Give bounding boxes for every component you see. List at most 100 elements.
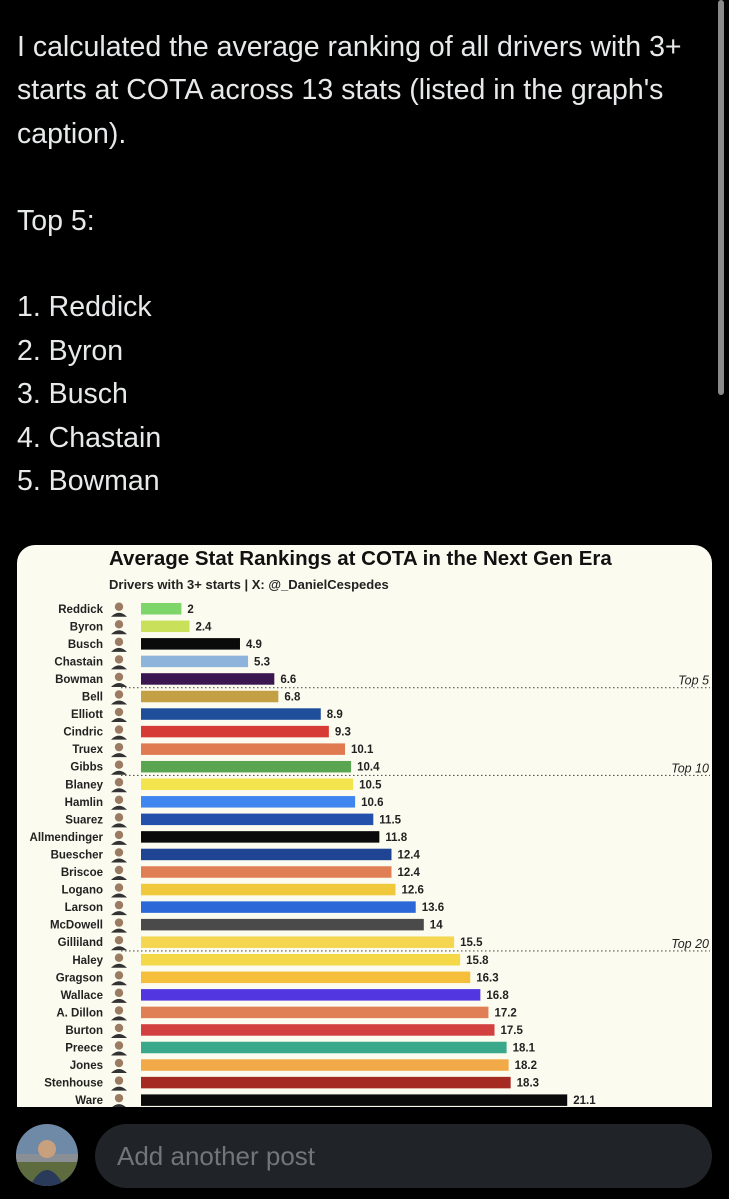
driver-portrait-icon xyxy=(111,813,127,828)
bar xyxy=(141,848,392,861)
driver-portrait-icon xyxy=(111,1023,127,1038)
top5-heading: Top 5: xyxy=(17,204,95,237)
driver-portrait-icon xyxy=(111,830,127,845)
driver-label: Logano xyxy=(61,885,103,897)
driver-portrait-icon xyxy=(111,988,127,1003)
bar xyxy=(141,971,471,984)
top5-item-2: 2. Byron xyxy=(17,334,124,367)
threshold-label: Top 5 xyxy=(678,674,709,688)
driver-label: Burton xyxy=(65,1025,103,1037)
driver-portrait-icon xyxy=(111,936,127,951)
value-label: 12.4 xyxy=(397,867,420,879)
chart-title: Average Stat Rankings at COTA in the Nex… xyxy=(109,547,612,570)
bar-chart: Reddick 2 Byron 2.4 Busch 4.9 Chastain 5.3 Bowma… xyxy=(30,602,710,1109)
driver-portrait-icon xyxy=(111,672,127,687)
value-label: 21.1 xyxy=(573,1095,596,1107)
driver-label: Hamlin xyxy=(65,797,103,809)
driver-portrait-icon xyxy=(111,1006,127,1021)
value-label: 6.8 xyxy=(284,692,301,704)
scrollbar[interactable] xyxy=(718,0,724,395)
driver-portrait-icon xyxy=(111,918,127,933)
driver-label: Cindric xyxy=(63,727,103,739)
bar xyxy=(141,1024,495,1036)
bar xyxy=(141,796,356,808)
bar xyxy=(141,901,416,913)
top5-item-1: 1. Reddick xyxy=(17,291,152,324)
driver-label: Bowman xyxy=(55,674,103,686)
driver-label: Truex xyxy=(72,744,103,756)
threshold-label: Top 10 xyxy=(671,761,709,775)
value-label: 11.8 xyxy=(385,832,407,844)
driver-label: McDowell xyxy=(50,920,103,932)
driver-label: Allmendinger xyxy=(30,832,104,844)
value-label: 2 xyxy=(187,604,193,616)
value-label: 8.9 xyxy=(327,709,343,721)
reply-input[interactable] xyxy=(95,1124,712,1188)
bar xyxy=(141,673,275,685)
bar xyxy=(141,831,380,843)
bar xyxy=(141,690,279,703)
bar xyxy=(141,1041,507,1054)
avatar[interactable] xyxy=(16,1124,78,1186)
driver-label: Briscoe xyxy=(61,867,103,879)
bar xyxy=(141,620,190,633)
driver-label: Gilliland xyxy=(58,937,103,949)
driver-portrait-icon xyxy=(111,1076,127,1091)
bar xyxy=(141,866,392,878)
value-label: 15.5 xyxy=(460,937,483,949)
value-label: 10.6 xyxy=(361,797,383,809)
bar xyxy=(141,708,321,720)
driver-portrait-icon xyxy=(111,602,127,617)
value-label: 10.4 xyxy=(357,762,380,774)
value-label: 14 xyxy=(430,920,443,932)
value-label: 12.4 xyxy=(397,849,420,861)
driver-label: Blaney xyxy=(65,779,103,791)
value-label: 9.3 xyxy=(335,727,351,739)
driver-portrait-icon xyxy=(111,865,127,880)
bar xyxy=(141,778,354,790)
bar xyxy=(141,989,481,1001)
driver-label: Stenhouse xyxy=(44,1078,103,1090)
value-label: 6.6 xyxy=(280,674,296,686)
bar xyxy=(141,725,329,738)
threshold-label: Top 20 xyxy=(671,937,709,951)
chart-subtitle: Drivers with 3+ starts | X: @_DanielCesp… xyxy=(109,577,389,592)
value-label: 2.4 xyxy=(195,621,212,633)
driver-label: Gragson xyxy=(56,972,103,984)
post-text: I calculated the average ranking of all … xyxy=(17,26,717,503)
driver-portrait-icon xyxy=(111,742,127,758)
bar xyxy=(141,743,346,755)
driver-portrait-icon xyxy=(111,795,127,810)
bar xyxy=(141,918,424,931)
driver-portrait-icon xyxy=(111,690,127,705)
driver-label: Byron xyxy=(70,621,103,633)
driver-label: Reddick xyxy=(58,604,103,616)
driver-label: Suarez xyxy=(65,814,103,826)
value-label: 16.8 xyxy=(486,990,509,1002)
driver-portrait-icon xyxy=(111,707,127,723)
value-label: 18.3 xyxy=(517,1078,539,1090)
driver-portrait-icon xyxy=(111,883,127,898)
driver-portrait-icon xyxy=(111,900,127,916)
value-label: 10.1 xyxy=(351,744,374,756)
driver-portrait-icon xyxy=(111,655,127,670)
value-label: 17.2 xyxy=(494,1007,516,1019)
driver-label: A. Dillon xyxy=(56,1007,103,1019)
driver-label: Elliott xyxy=(71,709,103,721)
bar xyxy=(141,638,240,650)
driver-portrait-icon xyxy=(111,637,127,652)
bar xyxy=(141,760,352,773)
driver-portrait-icon xyxy=(111,778,127,793)
post-intro: I calculated the average ranking of all … xyxy=(17,31,682,150)
bar xyxy=(141,655,249,668)
driver-label: Preece xyxy=(65,1043,103,1055)
driver-portrait-icon xyxy=(111,971,127,986)
driver-label: Buescher xyxy=(51,849,104,861)
driver-label: Wallace xyxy=(61,990,103,1002)
bar xyxy=(141,1006,489,1019)
bar xyxy=(141,1076,511,1089)
bar xyxy=(141,883,396,896)
driver-label: Busch xyxy=(68,639,103,651)
value-label: 10.5 xyxy=(359,779,382,791)
chart-image[interactable]: Average Stat Rankings at COTA in the Nex… xyxy=(17,545,712,1115)
